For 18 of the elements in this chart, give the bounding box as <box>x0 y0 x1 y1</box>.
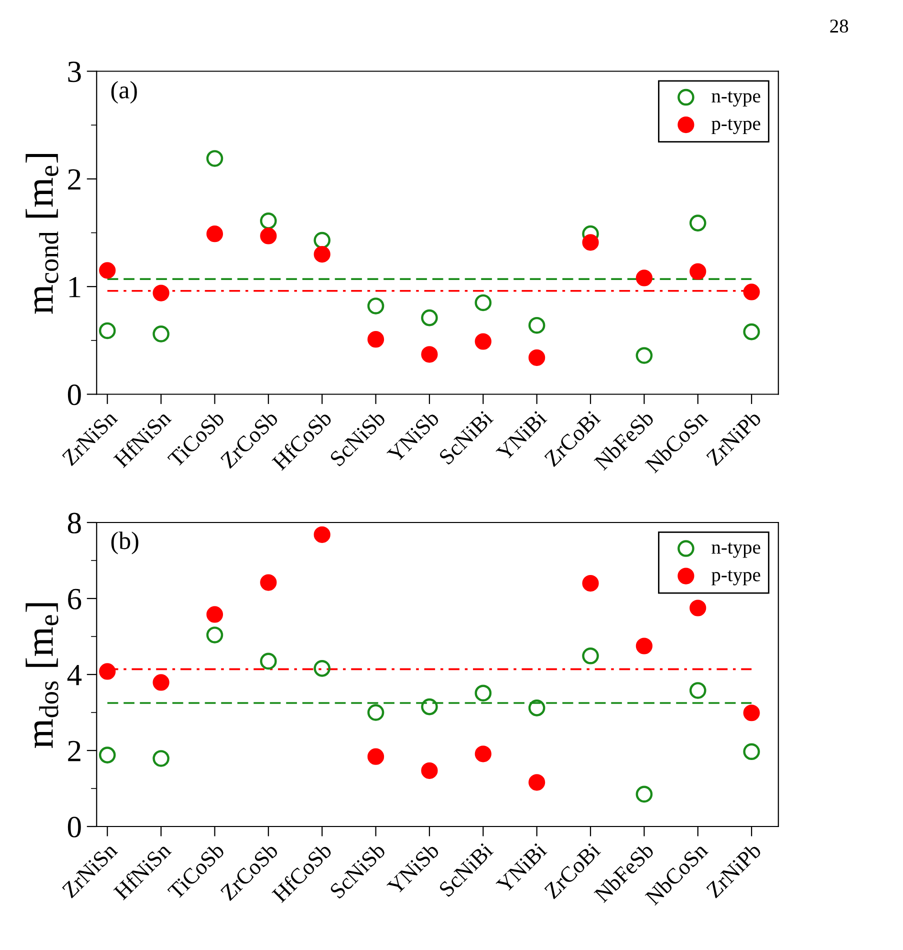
y-tick-label: 0 <box>68 384 81 406</box>
y-tick-label: 3 <box>68 62 81 82</box>
legend-label: p-type <box>712 118 760 134</box>
y-tick-label: 6 <box>68 588 82 610</box>
y-axis-title: m$_{dos}$ [m$_{e}$] <box>26 603 58 748</box>
y-tick-label: 8 <box>68 512 81 534</box>
y-tick-label: 4 <box>67 664 82 686</box>
legend-label: n-type <box>712 542 760 558</box>
text: 28 <box>830 20 848 33</box>
y-axis-title: m$_{cond}$ [m$_{e}$] <box>26 154 58 314</box>
chart-title: (a) <box>111 80 137 104</box>
y-tick-label: 0 <box>68 816 81 838</box>
legend-label: p-type <box>712 570 760 586</box>
legend-label: n-type <box>712 91 760 107</box>
y-tick-label: 1 <box>69 277 80 298</box>
y-tick-label: 2 <box>68 740 80 762</box>
chart-title: (b) <box>111 532 138 554</box>
y-tick-label: 2 <box>68 169 80 190</box>
